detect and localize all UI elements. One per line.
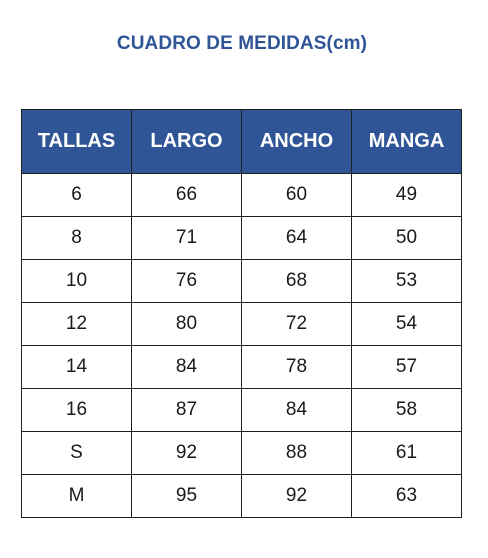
cell-largo: 76 xyxy=(131,259,242,303)
cell-manga: 54 xyxy=(351,302,462,346)
header-tallas: TALLAS xyxy=(21,109,132,174)
size-chart-table: TALLAS LARGO ANCHO MANGA 6 66 60 49 8 71… xyxy=(21,109,462,518)
cell-ancho: 92 xyxy=(241,474,352,518)
cell-ancho: 72 xyxy=(241,302,352,346)
cell-talla: 8 xyxy=(21,216,132,260)
header-ancho: ANCHO xyxy=(241,109,352,174)
table-row: 16 87 84 58 xyxy=(21,388,462,432)
cell-largo: 87 xyxy=(131,388,242,432)
cell-manga: 63 xyxy=(351,474,462,518)
cell-largo: 92 xyxy=(131,431,242,475)
table-row: 14 84 78 57 xyxy=(21,345,462,389)
cell-talla: 10 xyxy=(21,259,132,303)
header-manga: MANGA xyxy=(351,109,462,174)
cell-largo: 95 xyxy=(131,474,242,518)
table-row: 8 71 64 50 xyxy=(21,216,462,260)
cell-largo: 71 xyxy=(131,216,242,260)
table-row: 10 76 68 53 xyxy=(21,259,462,303)
cell-talla: S xyxy=(21,431,132,475)
table-header: TALLAS LARGO ANCHO MANGA xyxy=(21,109,462,174)
cell-talla: 12 xyxy=(21,302,132,346)
cell-largo: 80 xyxy=(131,302,242,346)
page-title: CUADRO DE MEDIDAS(cm) xyxy=(116,33,368,54)
cell-ancho: 78 xyxy=(241,345,352,389)
cell-talla: 14 xyxy=(21,345,132,389)
cell-manga: 58 xyxy=(351,388,462,432)
cell-largo: 66 xyxy=(131,173,242,217)
cell-manga: 53 xyxy=(351,259,462,303)
cell-talla: 16 xyxy=(21,388,132,432)
table-row: 12 80 72 54 xyxy=(21,302,462,346)
cell-talla: M xyxy=(21,474,132,518)
cell-ancho: 84 xyxy=(241,388,352,432)
table-row: M 95 92 63 xyxy=(21,474,462,518)
cell-manga: 57 xyxy=(351,345,462,389)
header-largo: LARGO xyxy=(131,109,242,174)
cell-talla: 6 xyxy=(21,173,132,217)
header-row: TALLAS LARGO ANCHO MANGA xyxy=(21,109,462,174)
cell-manga: 61 xyxy=(351,431,462,475)
cell-ancho: 64 xyxy=(241,216,352,260)
cell-ancho: 60 xyxy=(241,173,352,217)
cell-ancho: 68 xyxy=(241,259,352,303)
cell-manga: 49 xyxy=(351,173,462,217)
table-body: 6 66 60 49 8 71 64 50 10 76 68 53 12 80 … xyxy=(21,173,462,518)
cell-manga: 50 xyxy=(351,216,462,260)
table-row: S 92 88 61 xyxy=(21,431,462,475)
table-row: 6 66 60 49 xyxy=(21,173,462,217)
cell-largo: 84 xyxy=(131,345,242,389)
cell-ancho: 88 xyxy=(241,431,352,475)
